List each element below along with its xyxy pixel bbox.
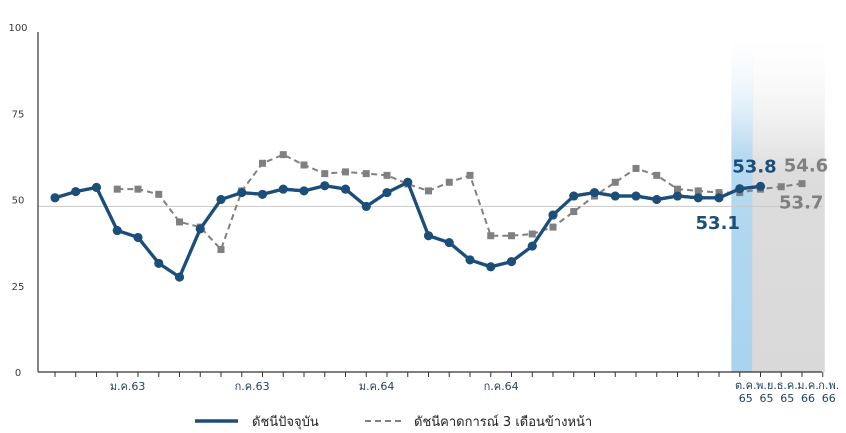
series-point bbox=[652, 195, 662, 204]
series-point bbox=[715, 189, 723, 197]
series-point bbox=[155, 190, 163, 198]
series-point bbox=[548, 210, 558, 220]
series-point bbox=[50, 193, 60, 203]
annotations: 53.8 53.1 54.6 53.7 bbox=[696, 156, 829, 234]
series-layer bbox=[50, 151, 806, 282]
x-tick-label-year: 66 bbox=[801, 392, 815, 405]
series-point bbox=[610, 191, 620, 201]
series-point bbox=[444, 238, 454, 248]
series-point bbox=[92, 182, 101, 192]
series-point bbox=[195, 224, 205, 234]
series-point bbox=[445, 178, 453, 186]
x-tick-label-year: 65 bbox=[780, 392, 794, 405]
series-point bbox=[549, 223, 557, 231]
series-point bbox=[279, 151, 287, 159]
x-tick-label-month: พ.ย. bbox=[756, 379, 777, 392]
series-point bbox=[714, 193, 724, 203]
series-point bbox=[71, 187, 81, 197]
series-point bbox=[756, 181, 765, 191]
y-tick-label: 100 bbox=[8, 23, 27, 34]
series-point bbox=[382, 188, 392, 198]
series-point bbox=[341, 184, 350, 194]
series-point bbox=[611, 178, 619, 186]
y-tick-label: 50 bbox=[12, 196, 25, 207]
series-point bbox=[487, 232, 495, 240]
series-point bbox=[361, 201, 371, 211]
x-tick-label-month: ต.ค. bbox=[735, 379, 757, 392]
series-point bbox=[570, 208, 578, 216]
series-point bbox=[777, 183, 785, 191]
annotation-label: 53.7 bbox=[779, 193, 823, 214]
series-point bbox=[259, 159, 266, 167]
x-tick-label: ก.ค.64 bbox=[484, 380, 519, 393]
series-point bbox=[798, 180, 806, 188]
x-tick-label: ก.ค.63 bbox=[235, 380, 270, 393]
series-point bbox=[216, 195, 226, 204]
series-point bbox=[569, 191, 579, 201]
legend: ดัชนีปัจจุบัน ดัชนีคาดการณ์ 3 เดือนข้างหน… bbox=[195, 414, 592, 430]
series-point bbox=[403, 177, 413, 187]
annotation-label: 54.6 bbox=[784, 156, 828, 177]
series-point bbox=[466, 171, 474, 179]
highlight-bands bbox=[731, 38, 825, 372]
series-point bbox=[528, 230, 536, 238]
series-point bbox=[674, 185, 681, 193]
annotation-label: 53.8 bbox=[732, 156, 776, 177]
y-tick-label: 75 bbox=[12, 109, 25, 120]
series-point bbox=[632, 164, 640, 172]
series-point bbox=[299, 186, 309, 196]
series-point bbox=[300, 161, 308, 169]
series-point bbox=[321, 170, 329, 178]
series-point bbox=[590, 188, 599, 198]
series-point bbox=[507, 257, 516, 267]
x-tick-label-month: ธ.ค. bbox=[777, 379, 798, 392]
legend-label: ดัชนีปัจจุบัน bbox=[252, 414, 319, 430]
x-tick-label-month: ก.พ. bbox=[818, 379, 839, 392]
series-point bbox=[320, 181, 330, 191]
series-point bbox=[425, 187, 432, 195]
series-point bbox=[113, 185, 121, 193]
series-point bbox=[258, 189, 267, 199]
series-point bbox=[383, 171, 391, 179]
series-point bbox=[465, 255, 475, 265]
series-point bbox=[133, 232, 143, 242]
series-point bbox=[278, 184, 288, 194]
series-point bbox=[508, 232, 515, 240]
series-point bbox=[693, 193, 703, 203]
series-point bbox=[362, 170, 370, 178]
series-point bbox=[154, 258, 164, 268]
x-tick-label-year: 65 bbox=[760, 392, 774, 405]
y-tick-label: 0 bbox=[15, 368, 21, 379]
y-tick-label: 25 bbox=[12, 282, 25, 293]
series-point bbox=[735, 184, 745, 194]
series-point bbox=[424, 231, 433, 241]
x-tick-label: ม.ค.63 bbox=[110, 380, 146, 393]
annotation-label: 53.1 bbox=[696, 213, 740, 234]
series-point bbox=[694, 187, 702, 195]
series-point bbox=[237, 188, 247, 198]
x-tick-label-month: ม.ค. bbox=[797, 379, 819, 392]
x-tick-label: ม.ค.64 bbox=[359, 380, 395, 393]
series-point bbox=[112, 226, 122, 236]
series-point bbox=[134, 185, 142, 193]
series-point bbox=[527, 241, 537, 251]
series-point bbox=[653, 171, 661, 179]
x-tick-label-year: 66 bbox=[822, 392, 836, 405]
series-point bbox=[217, 246, 225, 254]
legend-label: ดัชนีคาดการณ์ 3 เดือนข้างหน้า bbox=[414, 414, 592, 430]
x-tick-label-year: 65 bbox=[739, 392, 753, 405]
series-point bbox=[673, 191, 682, 201]
highlight-band-1 bbox=[731, 38, 754, 372]
series-point bbox=[176, 218, 183, 226]
series-point bbox=[175, 272, 184, 282]
series-point bbox=[342, 168, 349, 176]
series-point bbox=[631, 191, 641, 201]
series-line-2 bbox=[117, 153, 803, 251]
series-point bbox=[486, 262, 496, 272]
highlight-band-2 bbox=[752, 38, 825, 372]
